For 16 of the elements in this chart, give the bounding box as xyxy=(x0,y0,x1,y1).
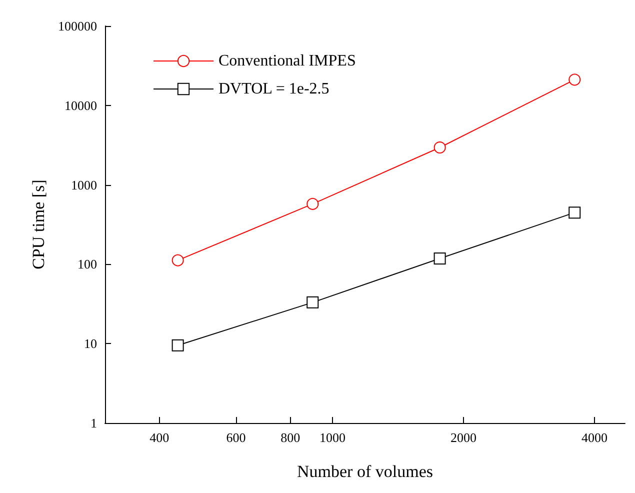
y-tick-label: 10000 xyxy=(64,98,97,113)
y-tick-label: 1 xyxy=(90,416,97,430)
legend-label: DVTOL = 1e-2.5 xyxy=(218,80,330,98)
x-tick-label: 2000 xyxy=(450,430,477,445)
legend-label: Conventional IMPES xyxy=(218,52,356,70)
x-tick-label: 4000 xyxy=(582,430,608,445)
y-axis-title: CPU time [s] xyxy=(29,180,48,270)
x-tick-label: 1000 xyxy=(320,430,346,445)
y-tick-label: 1000 xyxy=(71,177,97,192)
y-tick-label: 100000 xyxy=(58,18,97,34)
x-tick-label: 600 xyxy=(226,430,246,445)
y-tick-label: 100 xyxy=(78,256,97,272)
x-tick-label: 400 xyxy=(150,430,170,445)
y-tick-label: 10 xyxy=(84,336,97,352)
x-tick-label: 800 xyxy=(280,430,300,445)
x-axis-title: Number of volumes xyxy=(297,462,433,481)
